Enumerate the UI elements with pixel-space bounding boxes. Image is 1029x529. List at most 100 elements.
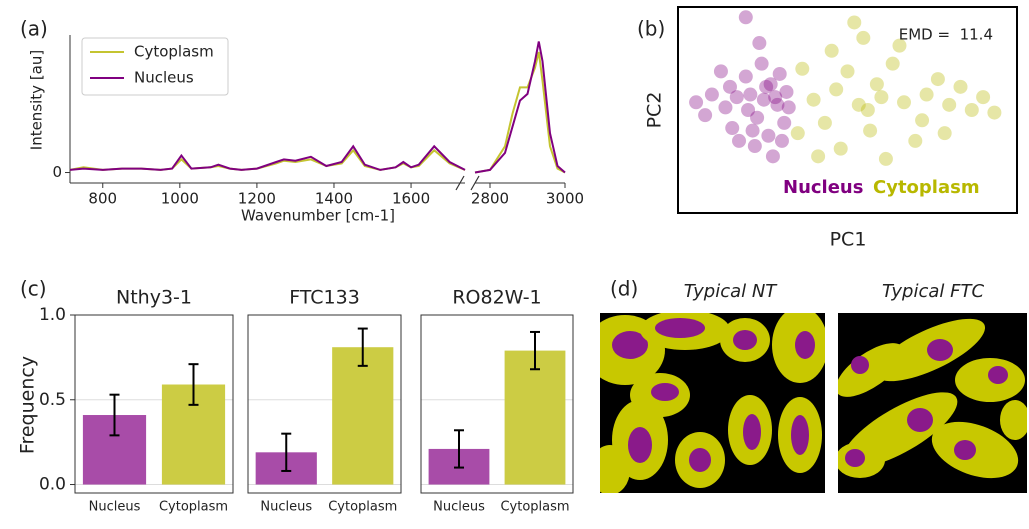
x-tick-label: 1400 — [315, 190, 353, 208]
x-tick-label: Cytoplasm — [328, 500, 397, 515]
scatter-point — [915, 113, 930, 128]
x-tick-label: Cytoplasm — [500, 500, 569, 515]
scatter-point — [824, 43, 839, 58]
scatter-point — [976, 90, 991, 105]
scatter-point — [908, 133, 923, 148]
scatter-point — [738, 10, 753, 25]
scatter-point — [847, 15, 862, 30]
panel-label: (b) — [637, 17, 665, 41]
scatter-point — [856, 30, 871, 45]
panel-label: (c) — [20, 277, 47, 301]
scatter-point — [919, 87, 934, 102]
scatter-point — [725, 121, 740, 136]
scatter-point — [942, 97, 957, 112]
x-tick-label: Nucleus — [260, 500, 312, 515]
scatter-point — [817, 115, 832, 130]
scatter-point — [930, 72, 945, 87]
scatter-point — [833, 141, 848, 156]
scatter-point — [718, 100, 733, 115]
y-tick-label: 0 — [52, 163, 62, 181]
scatter-point — [759, 79, 774, 94]
scatter-point — [897, 95, 911, 110]
scatter-point — [885, 56, 900, 71]
scatter-point — [874, 90, 889, 105]
scatter-point — [779, 84, 794, 99]
annotation: EMD = 11.4 — [899, 26, 993, 44]
x-tick-label: 800 — [88, 190, 117, 208]
bar — [504, 350, 566, 485]
scatter-point — [937, 126, 952, 141]
legend-label: Nucleus — [134, 69, 194, 87]
x-tick-label: 3000 — [546, 190, 584, 208]
scatter-point — [761, 128, 776, 143]
spectrum-line — [474, 41, 566, 174]
scatter-point — [698, 108, 713, 123]
plot-frame — [74, 314, 234, 494]
scatter-point — [704, 87, 719, 102]
scatter-point — [743, 87, 758, 102]
scatter-point — [763, 77, 778, 92]
chart-title: FTC133 — [289, 287, 360, 309]
x-tick-label: Nucleus — [433, 500, 485, 515]
scatter-point — [772, 66, 787, 81]
scatter-point — [752, 36, 767, 51]
panel-label: (a) — [20, 17, 48, 41]
scatter-point — [781, 100, 796, 115]
scatter-point — [953, 79, 968, 94]
scatter-point — [795, 61, 810, 76]
scatter-point — [774, 133, 789, 148]
x-tick-label: 1200 — [238, 190, 276, 208]
x-axis-label: Wavenumber [cm-1] — [241, 207, 395, 225]
x-tick-label: Cytoplasm — [159, 500, 228, 515]
scatter-point — [892, 38, 907, 53]
scatter-point — [745, 123, 760, 138]
y-tick-label: 0.5 — [39, 390, 66, 410]
scatter-point — [689, 95, 704, 110]
scatter-point — [964, 103, 979, 117]
y-tick-label: 0.0 — [39, 475, 66, 495]
bar — [332, 347, 394, 485]
scatter-point — [732, 133, 747, 148]
scatter-point — [806, 92, 821, 107]
scatter-point — [729, 90, 744, 105]
image-title: Typical FTC — [882, 281, 985, 302]
legend-label: Cytoplasm — [134, 43, 214, 61]
plot-frame — [247, 314, 402, 494]
scatter-point — [860, 103, 875, 117]
legend-label: Cytoplasm — [873, 177, 980, 198]
scatter-point — [750, 110, 765, 125]
x-tick-label: Nucleus — [89, 500, 141, 515]
y-axis-label: Frequency — [17, 356, 39, 454]
segmentation-image — [600, 313, 825, 493]
y-tick-label: 1.0 — [39, 305, 66, 325]
scatter-point — [851, 97, 866, 112]
x-axis-label: PC1 — [830, 229, 867, 251]
spectrum-line — [69, 144, 466, 171]
scatter-point — [878, 151, 893, 166]
scatter-point — [987, 105, 1002, 120]
scatter-point — [741, 103, 756, 117]
scatter-point — [777, 115, 792, 130]
plot-frame — [677, 6, 1018, 214]
x-tick-label: 1000 — [161, 190, 199, 208]
scatter-point — [756, 92, 771, 107]
chart-title: Nthy3-1 — [116, 287, 192, 309]
spectrum-line — [69, 148, 466, 171]
scatter-point — [754, 56, 769, 71]
scatter-point — [768, 90, 783, 105]
scatter-point — [863, 123, 878, 138]
y-axis-label: PC2 — [644, 92, 666, 129]
x-tick-label: 2800 — [471, 190, 509, 208]
scatter-point — [869, 77, 884, 92]
scatter-point — [790, 126, 805, 141]
scatter-point — [840, 64, 855, 79]
scatter-point — [747, 139, 762, 154]
scatter-point — [765, 149, 780, 164]
chart-title: RO82W-1 — [452, 287, 541, 309]
image-title: Typical NT — [684, 281, 779, 302]
scatter-point — [722, 79, 737, 94]
scatter-point — [713, 64, 728, 79]
y-axis-label: Intensity [au] — [28, 50, 46, 150]
scatter-point — [829, 82, 844, 97]
